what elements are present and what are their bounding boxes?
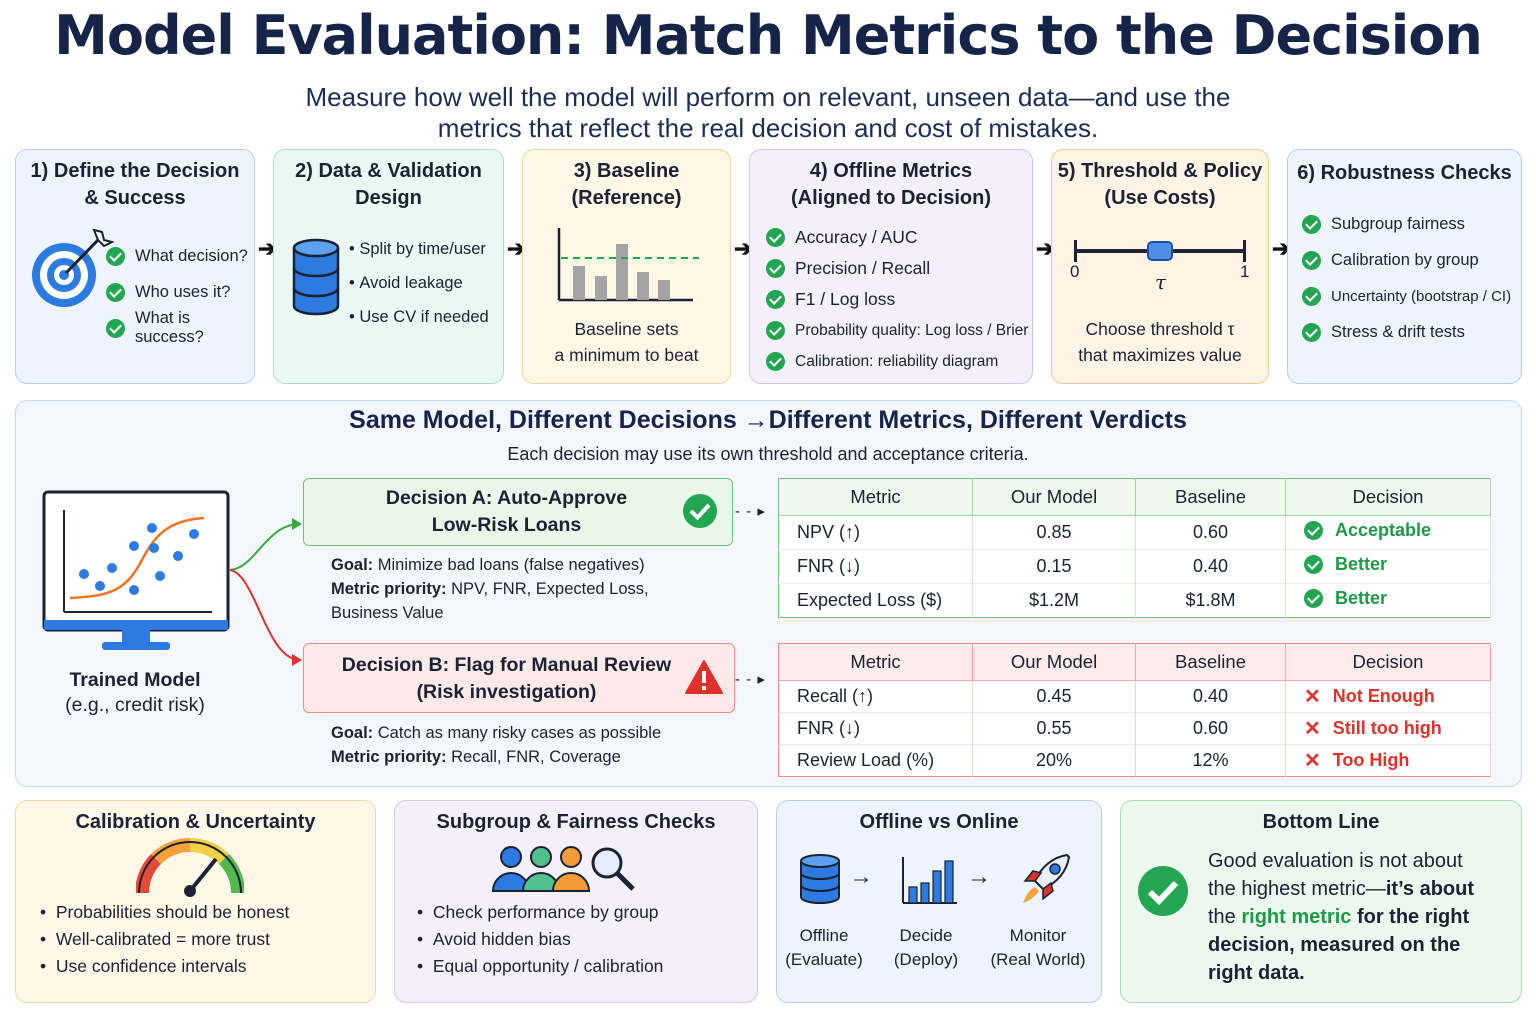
step-define-decision: 1) Define the Decision & Success What dec… — [15, 149, 255, 384]
check-icon — [106, 282, 125, 302]
step-threshold-policy: 5) Threshold & Policy (Use Costs) 0 1 τ C… — [1051, 149, 1269, 384]
arrow-icon: → — [967, 863, 991, 890]
table-row: Recall (↑) 0.45 0.40 ✕ Not Enough — [778, 680, 1491, 713]
check-icon — [766, 259, 785, 278]
table-row: FNR (↓) 0.15 0.40 Better — [778, 549, 1491, 584]
flow-arrow-icon: ➔ — [258, 236, 277, 261]
data-bullets: • Split by time/user • Avoid leakage • U… — [349, 240, 489, 326]
slider-max-label: 1 — [1240, 262, 1250, 281]
branch-arrows — [229, 518, 302, 666]
fairness-card: Subgroup & Fairness Checks • Check perfo… — [394, 800, 758, 1003]
check-icon — [106, 318, 125, 338]
baseline-caption: Baseline sets a minimum to beat — [554, 319, 699, 365]
flow-arrow-icon: ➔ — [734, 236, 753, 261]
bottom-line-text: Good evaluation is not about the highest… — [1208, 850, 1475, 984]
bar-chart-icon — [557, 228, 699, 302]
step-robustness: 6) Robustness Checks Subgroup fairness C… — [1287, 149, 1522, 384]
step-data-validation: 2) Data & Validation Design • Split by ti… — [273, 149, 504, 384]
decision-a-card: Decision A: Auto-Approve Low-Risk Loans — [303, 478, 733, 546]
warning-icon — [685, 660, 723, 694]
threshold-caption: Choose threshold τ that maximizes value — [1078, 319, 1242, 365]
decision-b-table: Metric Our Model Baseline Decision Recall (… — [778, 643, 1491, 777]
flow-arrow-icon: ➔ — [507, 236, 526, 261]
x-icon: ✕ — [1304, 750, 1321, 772]
robustness-checklist: Subgroup fairness Calibration by group U… — [1302, 206, 1511, 350]
fairness-bullets: • Check performance by group • Avoid hid… — [417, 902, 664, 976]
comparison-title: Same Model, Different Decisions →Differe… — [349, 406, 1187, 434]
step-title: 4) Offline Metrics (Aligned to Decision) — [791, 160, 991, 209]
slider-min-label: 0 — [1070, 262, 1080, 281]
step-baseline: 3) Baseline (Reference) Baseline sets a mi… — [522, 149, 731, 384]
threshold-slider[interactable] — [1074, 236, 1246, 266]
step-title: 3) Baseline (Reference) — [571, 160, 682, 209]
gauge-icon — [136, 837, 244, 897]
x-icon: ✕ — [1304, 686, 1321, 708]
decision-b-goal: Goal: Catch as many risky cases as possi… — [331, 724, 662, 766]
slider-thumb[interactable] — [1147, 241, 1173, 261]
check-icon — [1302, 214, 1321, 234]
x-icon: ✕ — [1304, 718, 1321, 740]
database-icon — [292, 238, 340, 316]
step-title: 6) Robustness Checks — [1297, 162, 1512, 184]
decision-a-goal: Goal: Minimize bad loans (false negative… — [331, 556, 649, 622]
database-icon — [800, 854, 840, 904]
people-magnifier-icon — [491, 846, 635, 892]
decision-a-table: Metric Our Model Baseline Decision NPV (↑) 0… — [778, 478, 1491, 618]
tau-label: τ — [1155, 270, 1167, 294]
calibration-card: Calibration & Uncertainty • Probabilitie… — [15, 800, 376, 1003]
check-icon — [1304, 589, 1323, 608]
monitor-chart-icon — [42, 490, 230, 650]
table-row: FNR (↓) 0.55 0.60 ✕ Still too high — [778, 712, 1491, 745]
check-icon — [766, 228, 785, 247]
dashed-arrow-icon: - - ▸ — [735, 671, 766, 688]
bottom-line-card: Bottom Line — [1120, 800, 1522, 1003]
step-title: 5) Threshold & Policy (Use Costs) — [1057, 160, 1263, 209]
page-subtitle: Measure how well the model will perform … — [305, 82, 1231, 143]
stage-decide: Decide (Deploy) — [893, 926, 959, 969]
target-icon — [32, 228, 114, 307]
flow-arrow-icon: ➔ — [1036, 236, 1055, 261]
check-icon — [1304, 521, 1323, 540]
comparison-subtitle: Each decision may use its own threshold … — [507, 444, 1029, 464]
flow-arrow-icon: ➔ — [1272, 236, 1291, 261]
arrow-icon: → — [849, 863, 873, 890]
approved-check-icon — [1138, 866, 1188, 916]
dashed-arrow-icon: - - ▸ — [735, 503, 766, 520]
table-row: NPV (↑) 0.85 0.60 Acceptable — [778, 515, 1491, 550]
step-offline-metrics: 4) Offline Metrics (Aligned to Decision) … — [749, 149, 1033, 384]
approved-check-icon — [683, 494, 717, 528]
check-icon — [1302, 286, 1321, 306]
check-icon — [766, 352, 785, 371]
bar-chart-icon — [902, 857, 957, 904]
check-icon — [766, 290, 785, 309]
decision-b-card: Decision B: Flag for Manual Review (Risk … — [303, 643, 735, 713]
check-icon — [1304, 555, 1323, 574]
check-icon — [766, 321, 785, 340]
table-header-row: Metric Our Model Baseline Decision — [778, 478, 1491, 516]
stage-monitor: Monitor (Real World) — [990, 926, 1086, 969]
stage-offline: Offline (Evaluate) — [785, 926, 863, 969]
step-title: 1) Define the Decision & Success — [30, 160, 240, 209]
check-icon — [1302, 322, 1321, 342]
table-row: Expected Loss ($) $1.2M $1.8M Better — [778, 583, 1491, 618]
metrics-checklist: Accuracy / AUC Precision / Recall F1 / L… — [766, 222, 1028, 377]
offline-online-card: Offline vs Online → → Offline (Evaluate) … — [776, 800, 1102, 1003]
page-title: Model Evaluation: Match Metrics to the D… — [54, 4, 1483, 67]
decision-checklist: What decision? Who uses it? What is succ… — [106, 238, 254, 346]
step-title: 2) Data & Validation Design — [295, 160, 482, 209]
check-icon — [106, 246, 125, 266]
trained-model-label: Trained Model (e.g., credit risk) — [65, 669, 205, 716]
check-icon — [1302, 250, 1321, 270]
table-row: Review Load (%) 20% 12% ✕ Too High — [778, 744, 1491, 777]
table-header-row: Metric Our Model Baseline Decision — [778, 643, 1491, 681]
calibration-bullets: • Probabilities should be honest • Well-… — [40, 902, 290, 976]
rocket-icon — [1023, 853, 1071, 903]
